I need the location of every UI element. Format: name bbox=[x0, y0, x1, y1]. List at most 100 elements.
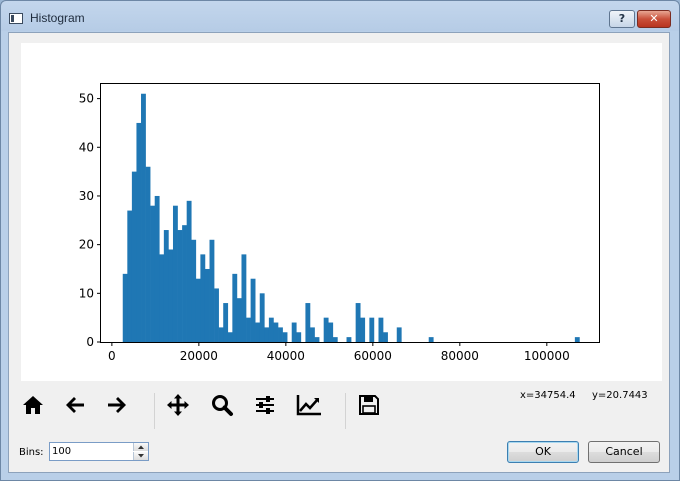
histogram-bar bbox=[172, 205, 178, 342]
toolbar-separator bbox=[345, 393, 346, 429]
histogram-bar bbox=[268, 317, 274, 342]
back-arrow-icon bbox=[66, 397, 84, 413]
histogram-bar bbox=[250, 278, 256, 342]
edit-curves-icon bbox=[296, 395, 321, 416]
histogram-bar bbox=[369, 317, 375, 342]
histogram-bar bbox=[273, 322, 279, 342]
back-button[interactable] bbox=[63, 393, 97, 427]
window-app-icon bbox=[9, 13, 23, 24]
home-button[interactable] bbox=[21, 393, 55, 427]
histogram-bar bbox=[278, 327, 283, 342]
close-button[interactable]: ✕ bbox=[637, 10, 671, 28]
histogram-bar bbox=[574, 337, 580, 342]
pan-move-icon bbox=[167, 394, 189, 416]
histogram-bar bbox=[122, 273, 128, 342]
histogram-bar bbox=[360, 317, 366, 342]
histogram-bar bbox=[291, 322, 297, 342]
histogram-bar bbox=[195, 278, 201, 342]
histogram-bar bbox=[282, 332, 288, 342]
save-floppy-icon bbox=[359, 395, 379, 415]
x-tick-label: 40000 bbox=[267, 349, 305, 363]
y-tick-label: 30 bbox=[79, 189, 94, 203]
configure-sliders-icon bbox=[256, 396, 274, 414]
histogram-bar bbox=[332, 337, 338, 342]
histogram-bar bbox=[200, 254, 206, 342]
histogram-bar bbox=[131, 171, 137, 342]
y-tick-label: 40 bbox=[79, 140, 94, 154]
histogram-bar bbox=[214, 288, 219, 342]
histogram-bar bbox=[255, 322, 261, 342]
histogram-bar bbox=[186, 200, 192, 342]
zoom-magnifier-icon bbox=[212, 395, 233, 416]
histogram-bar bbox=[309, 327, 315, 342]
histogram-bar bbox=[296, 332, 302, 342]
histogram-bar bbox=[383, 332, 388, 342]
spin-up-button[interactable] bbox=[133, 443, 148, 451]
histogram-bar bbox=[264, 327, 270, 342]
cancel-button[interactable]: Cancel bbox=[588, 441, 660, 463]
bins-label: Bins: bbox=[19, 447, 44, 458]
histogram-bar bbox=[396, 327, 402, 342]
histogram-bar bbox=[127, 210, 133, 342]
chevron-up-icon bbox=[138, 445, 144, 449]
histogram-bar bbox=[177, 230, 183, 342]
histogram-bar bbox=[168, 249, 174, 342]
histogram-bar bbox=[136, 122, 142, 343]
bins-spinbox[interactable] bbox=[49, 442, 149, 461]
histogram-bar bbox=[346, 337, 352, 342]
chevron-down-icon bbox=[138, 454, 144, 458]
y-tick-label: 0 bbox=[86, 335, 94, 349]
histogram-bar bbox=[246, 317, 251, 342]
title-bar[interactable]: Histogram ? ✕ bbox=[1, 1, 679, 35]
x-coordinate-readout: x=34754.4 bbox=[520, 390, 576, 401]
histogram-bar bbox=[328, 322, 334, 342]
ok-button[interactable]: OK bbox=[507, 441, 579, 463]
histogram-bar bbox=[223, 303, 229, 342]
histogram-bar bbox=[159, 254, 165, 342]
histogram-bar bbox=[305, 303, 311, 342]
histogram-bars bbox=[122, 93, 580, 343]
histogram-bar bbox=[150, 205, 156, 342]
histogram-bar bbox=[227, 332, 233, 342]
histogram-bar bbox=[241, 254, 247, 342]
x-tick-label: 80000 bbox=[441, 349, 479, 363]
zoom-button[interactable] bbox=[210, 393, 244, 427]
y-tick-label: 20 bbox=[79, 238, 94, 252]
histogram-bar bbox=[209, 239, 215, 342]
y-tick-label: 10 bbox=[79, 286, 94, 300]
pan-button[interactable] bbox=[166, 393, 200, 427]
forward-arrow-icon bbox=[108, 397, 126, 413]
histogram-bar bbox=[314, 337, 320, 342]
y-tick-label: 50 bbox=[79, 92, 94, 106]
plot-frame bbox=[100, 83, 600, 343]
histogram-bar bbox=[259, 293, 265, 342]
histogram-bar bbox=[191, 239, 197, 342]
x-axis-ticks: 0 20000 40000 60000 80000 100000 bbox=[108, 342, 570, 363]
histogram-bar bbox=[236, 298, 242, 342]
plot-canvas[interactable]: 0 20000 40000 60000 80000 100000 0 10 20 30 40 50 bbox=[21, 43, 662, 381]
x-tick-label: 20000 bbox=[180, 349, 218, 363]
histogram-bar bbox=[163, 230, 169, 342]
y-coordinate-readout: y=20.7443 bbox=[592, 390, 648, 401]
x-tick-label: 100000 bbox=[524, 349, 570, 363]
spin-down-button[interactable] bbox=[133, 452, 148, 460]
edit-axes-button[interactable] bbox=[296, 393, 330, 427]
x-tick-label: 60000 bbox=[354, 349, 392, 363]
y-axis-ticks: 0 10 20 30 40 50 bbox=[79, 92, 101, 349]
bins-input[interactable] bbox=[52, 444, 130, 459]
histogram-bar bbox=[154, 195, 160, 342]
histogram-bar bbox=[182, 225, 187, 342]
forward-button[interactable] bbox=[105, 393, 139, 427]
histogram-chart: 0 20000 40000 60000 80000 100000 0 10 20 30 40 50 bbox=[79, 83, 600, 363]
x-tick-label: 0 bbox=[108, 349, 116, 363]
configure-subplots-button[interactable] bbox=[253, 393, 287, 427]
histogram-bar bbox=[355, 303, 361, 342]
histogram-bar bbox=[323, 317, 329, 342]
help-button[interactable]: ? bbox=[609, 10, 635, 28]
histogram-bar bbox=[428, 337, 434, 342]
histogram-bar bbox=[378, 317, 384, 342]
home-icon bbox=[23, 396, 43, 414]
histogram-bar bbox=[204, 268, 210, 342]
save-figure-button[interactable] bbox=[357, 393, 391, 427]
